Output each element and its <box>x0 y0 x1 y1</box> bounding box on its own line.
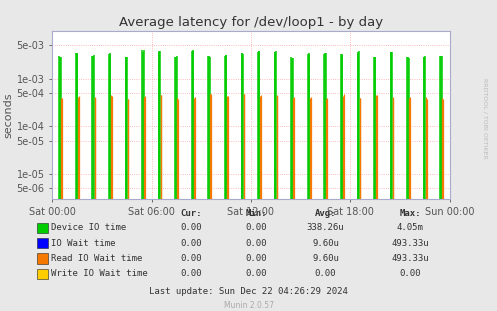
Text: 338.26u: 338.26u <box>307 224 344 232</box>
Text: 0.00: 0.00 <box>315 269 336 278</box>
Text: Min:: Min: <box>245 209 267 217</box>
Text: Avg:: Avg: <box>315 209 336 217</box>
Text: 0.00: 0.00 <box>245 239 267 248</box>
Text: 0.00: 0.00 <box>245 224 267 232</box>
Text: Max:: Max: <box>399 209 421 217</box>
Text: 9.60u: 9.60u <box>312 239 339 248</box>
Text: 0.00: 0.00 <box>245 269 267 278</box>
Text: 4.05m: 4.05m <box>397 224 423 232</box>
Y-axis label: seconds: seconds <box>3 92 13 138</box>
Text: Cur:: Cur: <box>180 209 202 217</box>
Text: 0.00: 0.00 <box>180 239 202 248</box>
Text: 0.00: 0.00 <box>180 224 202 232</box>
Text: IO Wait time: IO Wait time <box>51 239 116 248</box>
Text: 493.33u: 493.33u <box>391 239 429 248</box>
Text: 0.00: 0.00 <box>180 254 202 263</box>
Title: Average latency for /dev/loop1 - by day: Average latency for /dev/loop1 - by day <box>119 16 383 29</box>
Text: Device IO time: Device IO time <box>51 224 126 232</box>
Text: Write IO Wait time: Write IO Wait time <box>51 269 148 278</box>
Text: Read IO Wait time: Read IO Wait time <box>51 254 143 263</box>
Text: RRDTOOL / TOBI OETIKER: RRDTOOL / TOBI OETIKER <box>482 78 487 159</box>
Text: 0.00: 0.00 <box>245 254 267 263</box>
Text: Munin 2.0.57: Munin 2.0.57 <box>224 301 273 310</box>
Text: 0.00: 0.00 <box>180 269 202 278</box>
Text: 9.60u: 9.60u <box>312 254 339 263</box>
Text: 493.33u: 493.33u <box>391 254 429 263</box>
Text: Last update: Sun Dec 22 04:26:29 2024: Last update: Sun Dec 22 04:26:29 2024 <box>149 287 348 296</box>
Text: 0.00: 0.00 <box>399 269 421 278</box>
